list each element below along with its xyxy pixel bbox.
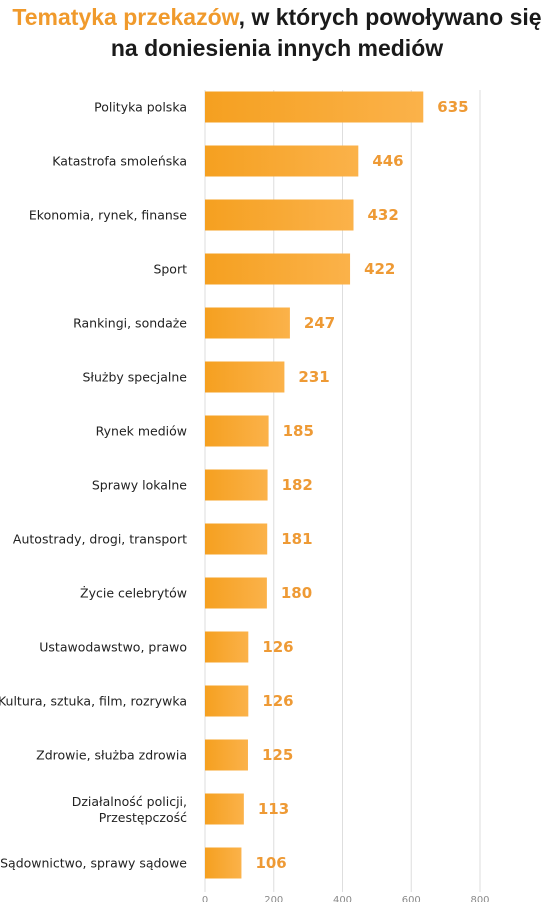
value-label: 125 xyxy=(262,746,293,764)
category-label: Polityka polska xyxy=(94,100,187,115)
value-label: 247 xyxy=(304,314,335,332)
x-tick-label: 200 xyxy=(264,895,283,902)
chart-title: Tematyka przekazów, w których powoływano… xyxy=(0,2,554,64)
x-tick-label: 800 xyxy=(470,895,489,902)
category-label: Ustawodawstwo, prawo xyxy=(39,640,187,655)
chart-title-line-2: na doniesienia innych mediów xyxy=(110,35,444,61)
x-axis-ticks: 0 200 400 600 800 xyxy=(202,895,490,902)
bar xyxy=(205,631,249,663)
bar xyxy=(205,253,351,285)
value-labels: 635 446 432 422 247 231 185 182 181 180 126 126 125 1… xyxy=(255,98,468,872)
value-label: 231 xyxy=(298,368,329,386)
bar xyxy=(205,361,285,393)
category-label: Służby specjalne xyxy=(82,370,187,385)
value-label: 432 xyxy=(368,206,399,224)
category-label: Katastrofa smoleńska xyxy=(52,154,187,169)
bar xyxy=(205,577,267,609)
category-label: Autostrady, drogi, transport xyxy=(13,532,187,547)
value-label: 126 xyxy=(262,692,293,710)
bars xyxy=(205,91,424,879)
value-label: 106 xyxy=(255,854,286,872)
bar xyxy=(205,847,242,879)
category-label: Rankingi, sondaże xyxy=(73,316,187,331)
x-tick-label: 600 xyxy=(402,895,421,902)
bar xyxy=(205,199,354,231)
category-label: Sport xyxy=(153,262,187,277)
bar xyxy=(205,415,269,447)
bar xyxy=(205,307,290,339)
value-label: 422 xyxy=(364,260,395,278)
bar xyxy=(205,469,268,501)
category-labels: Polityka polska Katastrofa smoleńska Ekono… xyxy=(0,100,187,871)
value-label: 126 xyxy=(262,638,293,656)
value-label: 185 xyxy=(283,422,314,440)
category-label: Ekonomia, rynek, finanse xyxy=(29,208,187,223)
category-label: Działalność policji, Przestępczość xyxy=(72,794,187,825)
bar xyxy=(205,685,249,717)
bar xyxy=(205,145,359,177)
category-label: Sądownictwo, sprawy sądowe xyxy=(0,856,187,871)
bar xyxy=(205,91,424,123)
bar xyxy=(205,523,268,555)
category-label: Sprawy lokalne xyxy=(92,478,187,493)
category-label: Życie celebrytów xyxy=(80,586,187,601)
category-label: Kultura, sztuka, film, rozrywka xyxy=(0,694,187,709)
value-label: 446 xyxy=(372,152,403,170)
bar xyxy=(205,793,244,825)
chart-title-highlight: Tematyka przekazów xyxy=(12,4,239,30)
value-label: 180 xyxy=(281,584,312,602)
x-tick-label: 400 xyxy=(333,895,352,902)
bar xyxy=(205,739,248,771)
category-label: Rynek mediów xyxy=(96,424,187,439)
x-tick-label: 0 xyxy=(202,895,208,902)
chart-title-rest: , w których powoływano się xyxy=(238,4,542,30)
value-label: 182 xyxy=(282,476,313,494)
value-label: 181 xyxy=(281,530,312,548)
value-label: 635 xyxy=(437,98,468,116)
chart-title-line-1: Tematyka przekazów, w których powoływano… xyxy=(0,2,554,33)
value-label: 113 xyxy=(258,800,289,818)
category-label: Zdrowie, służba zdrowia xyxy=(36,748,187,763)
